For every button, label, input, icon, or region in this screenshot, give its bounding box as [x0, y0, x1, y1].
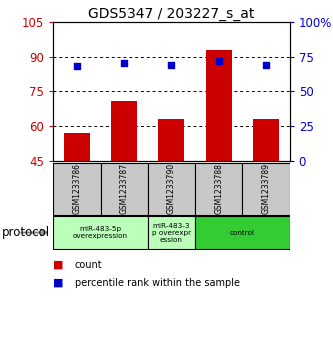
Bar	[242, 163, 290, 215]
Text: miR-483-3
p overexpr
ession: miR-483-3 p overexpr ession	[152, 223, 191, 242]
Text: GSM1233787: GSM1233787	[120, 163, 129, 214]
Text: ■: ■	[53, 260, 64, 270]
Bar	[111, 101, 137, 161]
Point	[122, 61, 127, 66]
Bar	[159, 119, 184, 161]
Point	[74, 64, 80, 69]
Bar	[53, 163, 101, 215]
Bar	[53, 216, 148, 249]
Point	[263, 62, 269, 68]
Bar	[101, 163, 148, 215]
Bar	[148, 163, 195, 215]
Text: control: control	[230, 229, 255, 236]
Text: GSM1233786: GSM1233786	[72, 163, 82, 214]
Text: GSM1233790: GSM1233790	[167, 163, 176, 214]
Text: ■: ■	[53, 278, 64, 288]
Bar	[64, 133, 90, 161]
Title: GDS5347 / 203227_s_at: GDS5347 / 203227_s_at	[88, 7, 255, 21]
Point	[216, 58, 221, 64]
Text: miR-483-5p
overexpression: miR-483-5p overexpression	[73, 226, 128, 239]
Text: count: count	[75, 260, 103, 270]
Bar	[206, 50, 232, 161]
Text: GSM1233789: GSM1233789	[261, 163, 271, 214]
Text: percentile rank within the sample: percentile rank within the sample	[75, 278, 240, 288]
Point	[169, 62, 174, 68]
Bar	[148, 216, 195, 249]
Bar	[253, 119, 279, 161]
Bar	[195, 216, 290, 249]
Text: protocol: protocol	[2, 226, 50, 239]
Text: GSM1233788: GSM1233788	[214, 163, 223, 214]
Bar	[195, 163, 242, 215]
